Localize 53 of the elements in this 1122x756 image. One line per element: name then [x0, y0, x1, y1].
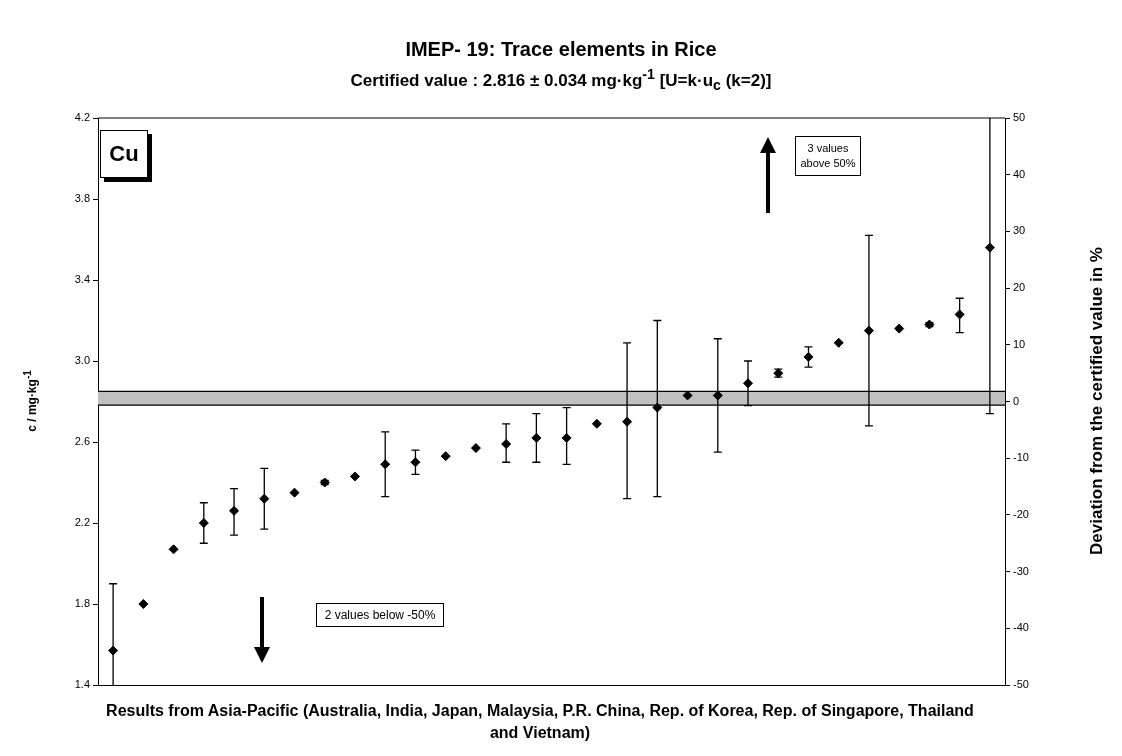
chart-subtitle: Certified value : 2.816 ± 0.034 mg·kg$^{-1}$ [U=k·u$_{c}$ (k=2)] — [349, 66, 773, 94]
y-tick-label: 3.0 — [74, 354, 90, 367]
point — [743, 378, 754, 389]
y2-axis-title: Deviation from the certified value in % — [1087, 247, 1107, 555]
y-tick-label: 3.4 — [74, 273, 90, 286]
point — [833, 337, 844, 348]
point — [108, 645, 119, 656]
point — [894, 323, 905, 334]
point — [440, 451, 451, 462]
annotation: 2 values below -50% — [316, 603, 444, 628]
chart-title: IMEP- 19: Trace elements in Rice — [404, 38, 718, 61]
y2-tick-label: 20 — [1013, 281, 1026, 294]
y2-tick-label: 40 — [1013, 167, 1026, 180]
annotation: 3 values above 50% — [795, 136, 861, 176]
point — [954, 309, 965, 320]
y2-tick-label: -50 — [1013, 678, 1029, 691]
point — [259, 493, 270, 504]
point — [168, 544, 179, 555]
point — [198, 518, 209, 528]
y2-tick-label: -20 — [1013, 507, 1029, 520]
y2-tick-label: -40 — [1013, 621, 1029, 634]
point — [561, 432, 572, 443]
y2-tick-label: 50 — [1013, 111, 1026, 124]
y-tick-label: 3.8 — [74, 192, 90, 205]
point — [591, 418, 602, 429]
point — [682, 390, 693, 401]
x-axis-title: Results from Asia-Pacific (Australia, India, Japan, Malaysia, P.R. China, Rep. of Korea, Rep. of Singapore, Thailand and Vietnam) — [105, 701, 975, 743]
point — [531, 432, 542, 443]
point — [622, 416, 633, 427]
point — [712, 390, 723, 401]
point — [863, 325, 874, 336]
y2-tick-label: 10 — [1013, 337, 1026, 350]
point — [349, 471, 360, 482]
point — [984, 242, 995, 253]
y2-tick-label: -30 — [1013, 564, 1029, 577]
y-tick-label: 2.2 — [74, 516, 90, 529]
y-tick-label: 1.8 — [74, 597, 90, 610]
point — [410, 457, 421, 468]
y2-tick-label: 30 — [1013, 224, 1026, 237]
y-tick-label: 4.2 — [74, 111, 90, 124]
point — [470, 443, 481, 454]
point — [652, 402, 663, 413]
point — [138, 599, 149, 609]
y2-tick-label: -10 — [1013, 451, 1029, 464]
point — [289, 487, 300, 498]
y-tick-label: 1.4 — [74, 678, 90, 691]
annotation: Cu — [100, 130, 148, 178]
y2-tick-label: 0 — [1013, 394, 1020, 407]
point — [803, 351, 814, 362]
point — [229, 505, 240, 516]
point — [501, 439, 512, 450]
y-tick-label: 2.6 — [74, 435, 90, 448]
point — [380, 459, 391, 470]
